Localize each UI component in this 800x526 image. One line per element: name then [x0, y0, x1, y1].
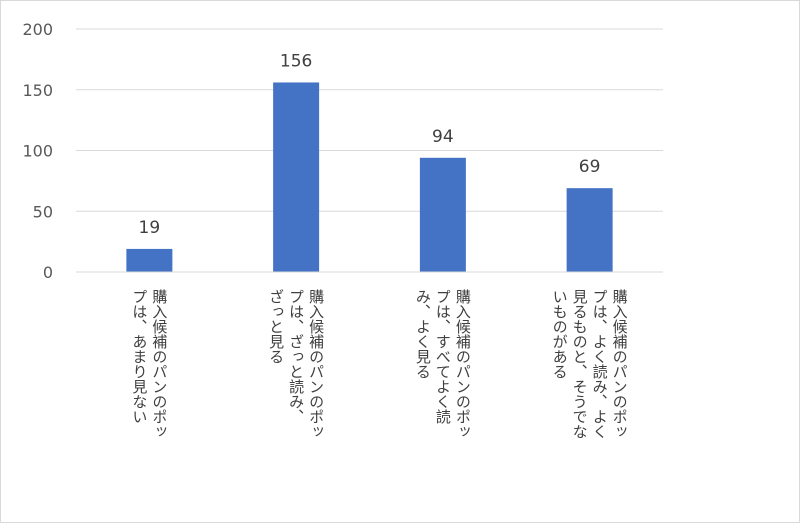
category-label: 購入候補のパンのポッ	[307, 289, 325, 439]
category-label: プは、すべてよく読	[434, 289, 452, 425]
bar	[566, 188, 613, 272]
bar	[126, 248, 173, 272]
data-label: 19	[139, 218, 161, 238]
y-tick-label: 200	[22, 20, 53, 39]
bars	[126, 82, 613, 273]
y-tick-label: 150	[22, 81, 53, 100]
category-label: 購入候補のパンのポッ	[150, 289, 168, 439]
y-tick-label: 0	[43, 263, 53, 282]
category-label: プは、ざっと読み、	[287, 289, 305, 424]
gridlines	[76, 28, 663, 212]
category-label: み、よく見る	[414, 289, 432, 379]
category-label: いものがある	[551, 289, 569, 379]
category-label: プは、よく読み、よく	[591, 289, 609, 439]
bar	[273, 82, 320, 273]
data-labels: 19 156 94 69	[139, 51, 601, 237]
category-label: ざっと見る	[267, 288, 285, 364]
data-label: 69	[579, 157, 601, 177]
category-label: 購入候補のパンのポッ	[611, 289, 629, 439]
y-axis-ticks: 0 50 100 150 200	[22, 20, 53, 282]
data-label: 156	[280, 51, 312, 71]
data-label: 94	[432, 127, 454, 147]
category-label: 購入候補のパンのポッ	[454, 289, 472, 439]
bar	[419, 157, 466, 272]
y-tick-label: 50	[33, 202, 53, 221]
category-label: 見るものと、そうでな	[571, 289, 589, 439]
y-tick-label: 100	[22, 142, 53, 161]
category-label: プは、あまり見ない	[130, 289, 148, 424]
